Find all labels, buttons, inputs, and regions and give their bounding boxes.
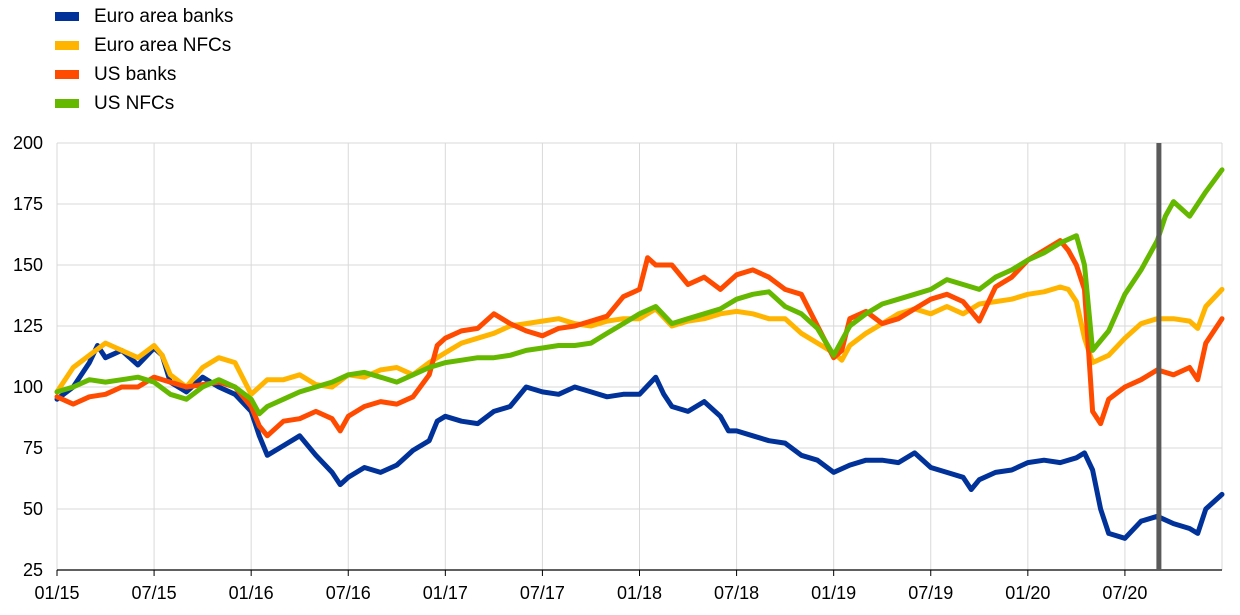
legend-item-us-nfcs: US NFCs bbox=[55, 89, 233, 118]
x-tick-label: 01/19 bbox=[811, 583, 856, 603]
y-tick-label: 125 bbox=[13, 316, 43, 336]
series-line-us-banks bbox=[54, 238, 1225, 439]
legend-swatch-us-nfcs bbox=[55, 99, 79, 108]
legend-item-us-banks: US banks bbox=[55, 60, 233, 89]
series-line-us-nfcs bbox=[54, 167, 1225, 417]
x-tick-label: 07/18 bbox=[714, 583, 759, 603]
legend-label: US NFCs bbox=[94, 92, 175, 114]
legend-label: Euro area NFCs bbox=[94, 34, 232, 56]
x-tick-label: 07/15 bbox=[132, 583, 177, 603]
y-tick-label: 150 bbox=[13, 255, 43, 275]
legend-item-euro-area-nfcs: Euro area NFCs bbox=[55, 31, 233, 60]
y-tick-label: 25 bbox=[23, 560, 43, 580]
x-tick-label: 01/18 bbox=[617, 583, 662, 603]
x-tick-label: 07/16 bbox=[326, 583, 371, 603]
x-axis-ticks: 01/15 07/15 01/16 07/16 01/17 07/17 01/18 07/18… bbox=[34, 569, 1222, 603]
x-tick-label: 01/15 bbox=[34, 583, 79, 603]
legend-swatch-euro-area-banks bbox=[55, 12, 79, 21]
x-tick-label: 01/17 bbox=[423, 583, 468, 603]
x-tick-label: 01/20 bbox=[1005, 583, 1050, 603]
legend-item-euro-area-banks: Euro area banks bbox=[55, 2, 233, 31]
y-axis-ticks: 25 50 75 100 125 150 175 200 bbox=[13, 133, 43, 580]
y-tick-label: 200 bbox=[13, 133, 43, 153]
legend: Euro area banks Euro area NFCs US banks … bbox=[55, 2, 233, 118]
series-lines bbox=[54, 167, 1225, 541]
y-tick-label: 50 bbox=[23, 499, 43, 519]
legend-label: US banks bbox=[94, 63, 177, 85]
legend-swatch-euro-area-nfcs bbox=[55, 41, 79, 50]
y-tick-label: 175 bbox=[13, 194, 43, 214]
legend-label: Euro area banks bbox=[94, 5, 234, 27]
x-tick-label: 07/19 bbox=[908, 583, 953, 603]
gridlines bbox=[56, 142, 1223, 571]
x-tick-label: 01/16 bbox=[229, 583, 274, 603]
x-tick-label: 07/17 bbox=[520, 583, 565, 603]
legend-swatch-us-banks bbox=[55, 70, 79, 79]
y-tick-label: 75 bbox=[23, 438, 43, 458]
series-line-euro-area-banks bbox=[54, 343, 1225, 541]
x-tick-label: 07/20 bbox=[1102, 583, 1147, 603]
y-tick-label: 100 bbox=[13, 377, 43, 397]
